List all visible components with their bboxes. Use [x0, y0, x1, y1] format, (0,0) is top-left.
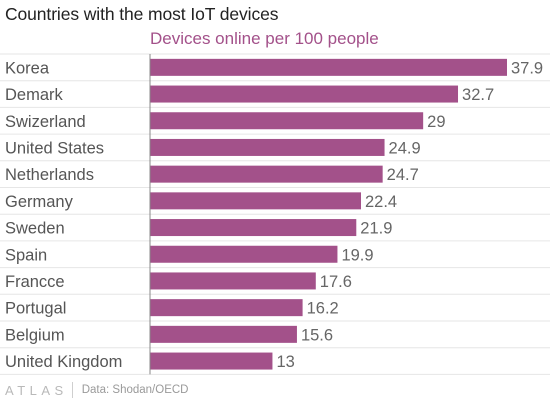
value-label: 13 — [276, 353, 294, 371]
value-label: 19.9 — [341, 246, 373, 264]
category-label: Germany — [5, 193, 74, 211]
value-label: 24.7 — [387, 166, 419, 184]
value-label: 29 — [427, 113, 445, 131]
category-label: Belgium — [5, 326, 65, 344]
bar — [150, 245, 338, 263]
value-label: 32.7 — [462, 86, 494, 104]
value-label: 22.4 — [365, 193, 397, 211]
chart-footer: ATLAS Data: Shodan/OECD — [5, 381, 188, 399]
category-label: Swizerland — [5, 113, 86, 131]
bar-chart-plot: Korea 37.9 Demark 32.7 Swizerland 29 United St… — [0, 53, 550, 375]
bar — [150, 352, 273, 370]
bar — [150, 165, 383, 183]
category-label: Sweden — [5, 220, 65, 238]
atlas-logo: ATLAS — [5, 382, 68, 398]
value-label: 16.2 — [307, 300, 339, 318]
value-label: 37.9 — [511, 59, 543, 77]
bar — [150, 272, 316, 290]
chart-title: Countries with the most IoT devices — [5, 4, 279, 24]
category-label: Netherlands — [5, 166, 94, 184]
value-label: 17.6 — [320, 273, 352, 291]
bar — [150, 192, 361, 210]
category-label: Spain — [5, 246, 47, 264]
category-label: Korea — [5, 59, 50, 77]
bar — [150, 219, 357, 237]
bar — [150, 299, 303, 317]
bar — [150, 325, 297, 343]
value-label: 15.6 — [301, 326, 333, 344]
chart-subtitle: Devices online per 100 people — [150, 29, 379, 48]
category-label: Francce — [5, 273, 65, 291]
bar — [150, 58, 507, 76]
bar — [150, 138, 385, 156]
footer-divider — [71, 382, 73, 398]
category-label: United Kingdom — [5, 353, 122, 371]
category-label: United States — [5, 139, 104, 157]
category-label: Portugal — [5, 300, 66, 318]
source-note: Data: Shodan/OECD — [81, 384, 189, 396]
value-label: 21.9 — [360, 220, 392, 238]
value-label: 24.9 — [389, 139, 421, 157]
bar — [150, 112, 424, 130]
bar — [150, 85, 459, 103]
category-label: Demark — [5, 86, 64, 104]
